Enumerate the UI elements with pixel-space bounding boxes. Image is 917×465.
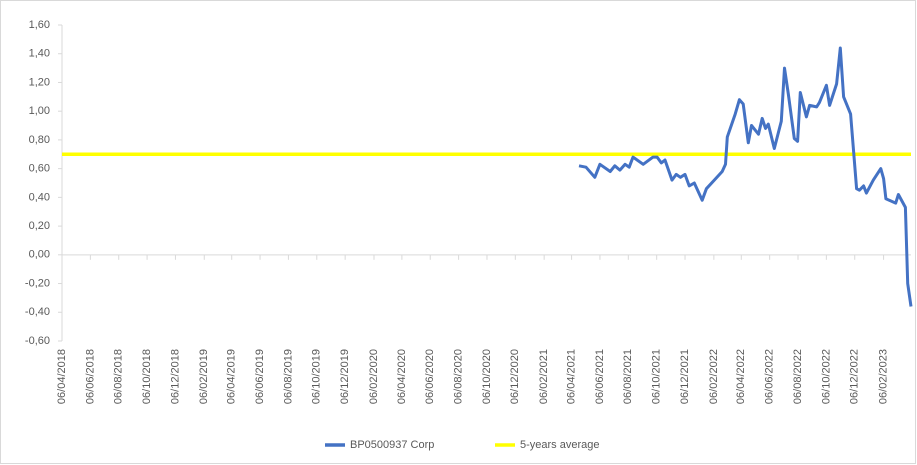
x-tick-label: 06/06/2018 bbox=[84, 349, 96, 404]
y-tick-label: 0,20 bbox=[29, 220, 50, 232]
y-tick-label: 1,20 bbox=[29, 76, 50, 88]
x-tick-label: 06/12/2021 bbox=[679, 349, 691, 404]
x-tick-label: 06/10/2020 bbox=[481, 349, 493, 404]
series-line bbox=[578, 46, 913, 307]
legend-label: BP0500937 Corp bbox=[350, 439, 434, 451]
x-tick-label: 06/04/2022 bbox=[735, 349, 747, 404]
x-tick-label: 06/06/2022 bbox=[764, 349, 776, 404]
y-tick-label: 0,80 bbox=[29, 134, 50, 146]
x-tick-label: 06/10/2022 bbox=[820, 349, 832, 404]
x-tick-label: 06/08/2019 bbox=[282, 349, 294, 404]
x-tick-label: 06/10/2018 bbox=[141, 349, 153, 404]
x-tick-label: 06/12/2020 bbox=[509, 349, 521, 404]
x-tick-label: 06/12/2022 bbox=[849, 349, 861, 404]
y-tick-label: -0,20 bbox=[25, 277, 50, 289]
x-tick-label: 06/02/2022 bbox=[708, 349, 720, 404]
x-tick-label: 06/04/2021 bbox=[565, 349, 577, 404]
y-tick-label: 0,60 bbox=[29, 163, 50, 175]
x-tick-label: 06/06/2019 bbox=[254, 349, 266, 404]
x-tick-label: 06/12/2019 bbox=[339, 349, 351, 404]
y-tick-label: 0,00 bbox=[29, 249, 50, 261]
legend-label: 5-years average bbox=[520, 439, 600, 451]
y-tick-label: 1,40 bbox=[29, 48, 50, 60]
y-tick-label: -0,40 bbox=[25, 306, 50, 318]
x-tick-label: 06/04/2019 bbox=[226, 349, 238, 404]
x-tick-label: 06/04/2020 bbox=[396, 349, 408, 404]
x-tick-label: 06/06/2021 bbox=[594, 349, 606, 404]
x-tick-label: 06/08/2020 bbox=[453, 349, 465, 404]
x-tick-label: 06/08/2021 bbox=[622, 349, 634, 404]
x-tick-label: 06/12/2018 bbox=[169, 349, 181, 404]
x-tick-label: 06/02/2019 bbox=[198, 349, 210, 404]
y-tick-label: 0,40 bbox=[29, 191, 50, 203]
x-tick-label: 06/06/2020 bbox=[424, 349, 436, 404]
y-tick-label: 1,60 bbox=[29, 19, 50, 31]
x-tick-label: 06/04/2018 bbox=[56, 349, 68, 404]
x-tick-label: 06/10/2021 bbox=[651, 349, 663, 404]
x-tick-label: 06/10/2019 bbox=[311, 349, 323, 404]
x-tick-label: 06/02/2021 bbox=[538, 349, 550, 404]
x-tick-label: 06/02/2020 bbox=[368, 349, 380, 404]
y-tick-label: 1,00 bbox=[29, 105, 50, 117]
x-tick-label: 06/08/2018 bbox=[113, 349, 125, 404]
x-tick-label: 06/02/2023 bbox=[877, 349, 889, 404]
x-tick-label: 06/08/2022 bbox=[792, 349, 804, 404]
y-tick-label: -0,60 bbox=[25, 335, 50, 347]
